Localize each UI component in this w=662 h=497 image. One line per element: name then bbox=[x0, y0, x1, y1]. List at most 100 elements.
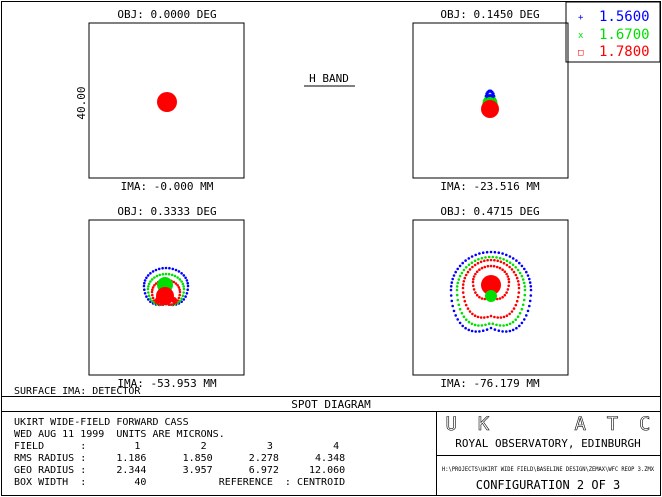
field-3-spot-green bbox=[147, 294, 151, 298]
field-3-spot-red bbox=[155, 297, 161, 303]
field-3-spot-red bbox=[178, 288, 181, 292]
field-3-spot-blue bbox=[180, 272, 183, 275]
field-4-spot-blue bbox=[497, 251, 501, 254]
field-4-spot-green bbox=[505, 259, 509, 263]
field-4-spot-red bbox=[510, 310, 514, 313]
field-4-spot-blue bbox=[452, 309, 456, 313]
field-3-spot-green bbox=[147, 282, 151, 286]
field-4-spot-red bbox=[471, 312, 474, 316]
field-3-spot-red bbox=[151, 293, 154, 297]
field-4-spot-red bbox=[512, 307, 516, 310]
field-4-spot-red bbox=[495, 297, 499, 301]
field-4-spot-blue bbox=[458, 264, 462, 268]
field-4-spot-blue bbox=[451, 304, 455, 308]
field-4-spot-red bbox=[475, 293, 479, 297]
legend-value-1: 1.5600 bbox=[599, 9, 650, 25]
field-4-spot-green bbox=[485, 290, 497, 302]
field-4-spot-green bbox=[514, 318, 517, 322]
field-4-spot-red bbox=[462, 295, 466, 299]
field-4-spot-green bbox=[491, 255, 495, 259]
field-4-spot-blue bbox=[452, 274, 456, 277]
field-4-spot-red bbox=[468, 310, 472, 313]
field-4-spot-red bbox=[503, 293, 507, 297]
field-3-spot-blue bbox=[143, 292, 147, 295]
field-4-spot-blue bbox=[529, 294, 533, 297]
field-3-spot-green bbox=[182, 287, 186, 291]
field-4-spot-red bbox=[495, 265, 499, 269]
field-4-spot-green bbox=[487, 322, 491, 326]
field-4-spot-green bbox=[457, 303, 461, 307]
field-4-spot-green bbox=[484, 323, 487, 327]
field-4-spot-red bbox=[472, 288, 476, 291]
field-3-spots bbox=[142, 266, 190, 307]
field-3-spot-green bbox=[182, 291, 185, 294]
field-4-spot-blue bbox=[464, 326, 467, 330]
field-4-spot-green bbox=[470, 261, 474, 265]
field-3-spot-blue bbox=[168, 266, 171, 270]
field-4-spot-red bbox=[486, 264, 490, 268]
field-4-spot-red bbox=[473, 314, 477, 318]
field-4-spot-red bbox=[466, 307, 470, 310]
field-3-box bbox=[88, 219, 245, 376]
field-4-spot-blue bbox=[461, 261, 465, 265]
field-4-spot-red bbox=[506, 275, 510, 278]
field-4-spot-blue bbox=[523, 267, 526, 271]
field-3-spot-blue bbox=[186, 288, 189, 292]
field-4-spot-red bbox=[463, 276, 467, 280]
field-4-spot-green bbox=[514, 266, 517, 269]
field-panel-3: OBJ: 0.3333 DEG IMA: -53.953 MM bbox=[88, 205, 245, 390]
field-4-spot-red bbox=[501, 268, 504, 272]
field-4-spot-blue bbox=[520, 264, 524, 268]
field-4-spot-green bbox=[456, 298, 460, 302]
field-4-spot-green bbox=[522, 298, 526, 302]
field-4-spot-blue bbox=[525, 270, 528, 274]
field-4-spot-blue bbox=[515, 259, 518, 262]
field-4-spot-green bbox=[520, 307, 524, 311]
field-4-spot-red bbox=[479, 316, 483, 319]
field-3-spot-green bbox=[180, 280, 183, 283]
field-4-spot-red bbox=[486, 258, 489, 262]
field-3-spot-green bbox=[149, 280, 152, 283]
field-3-spot-blue bbox=[186, 284, 190, 288]
field-4-spot-blue bbox=[454, 270, 458, 274]
field-4-spot-red bbox=[468, 268, 472, 271]
field-4-spot-red bbox=[461, 291, 465, 294]
field-3-spot-blue bbox=[161, 266, 164, 270]
field-4-spot-red bbox=[480, 266, 484, 270]
configuration-label: CONFIGURATION 2 OF 3 bbox=[476, 478, 621, 492]
field-4-spot-red bbox=[466, 270, 470, 274]
field-4-spot-red bbox=[481, 275, 501, 295]
field-4-spot-blue bbox=[505, 330, 508, 333]
field-4-spot-red bbox=[505, 272, 508, 276]
field-3-spot-red bbox=[174, 282, 178, 285]
field-4-spot-red bbox=[492, 264, 496, 268]
field-3-spot-green bbox=[153, 276, 156, 279]
field-4-spot-green bbox=[523, 293, 527, 297]
field-4-spot-green bbox=[455, 293, 459, 297]
field-4-spot-blue bbox=[511, 257, 515, 260]
field-4-spot-green bbox=[467, 320, 471, 324]
field-3-spot-green bbox=[181, 282, 185, 286]
field-3-spot-green bbox=[173, 274, 177, 278]
field-3-spot-green bbox=[167, 272, 171, 276]
info-line-field: FIELD : 1 2 3 4 bbox=[14, 441, 339, 452]
field-3-spot-blue bbox=[182, 298, 186, 301]
field-4-spot-red bbox=[476, 315, 480, 319]
field-4-spot-blue bbox=[501, 252, 504, 255]
field-3-spot-green bbox=[146, 287, 150, 291]
field-4-spot-blue bbox=[508, 255, 512, 258]
field-3-spot-blue bbox=[182, 274, 186, 277]
info-line-box-width: BOX WIDTH : 40 REFERENCE : CENTROID bbox=[14, 477, 345, 488]
field-4-spot-red bbox=[515, 276, 519, 280]
field-4-spot-red bbox=[514, 303, 518, 307]
field-4-ima-label: IMA: -76.179 MM bbox=[440, 377, 540, 390]
field-3-spot-blue bbox=[164, 266, 168, 270]
field-4-spot-red bbox=[512, 270, 516, 274]
field-3-spot-green bbox=[178, 299, 182, 303]
field-2-obj-label: OBJ: 0.1450 DEG bbox=[440, 8, 539, 21]
field-4-spot-green bbox=[465, 318, 468, 322]
field-4-spot-blue bbox=[501, 330, 504, 333]
field-4-spot-red bbox=[505, 291, 508, 294]
field-3-spot-red bbox=[150, 290, 154, 294]
